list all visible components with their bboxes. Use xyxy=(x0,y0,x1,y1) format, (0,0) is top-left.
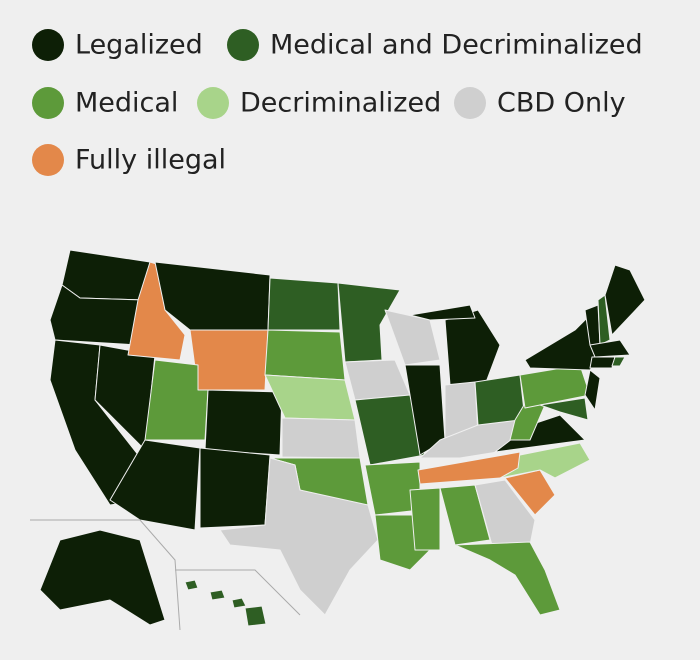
legend-swatch xyxy=(32,87,64,119)
legend-label: Medical and Decriminalized xyxy=(270,30,643,61)
state xyxy=(244,605,267,627)
state xyxy=(474,479,536,546)
legend-swatch xyxy=(454,87,486,119)
inset-border xyxy=(175,569,301,616)
legend-swatch xyxy=(197,87,229,119)
legend-swatch xyxy=(32,144,64,176)
state xyxy=(231,597,247,609)
state xyxy=(189,329,269,391)
legend-label: CBD Only xyxy=(497,88,626,119)
legend-label: Medical xyxy=(75,88,178,119)
legend: Legalized Medical and Decriminalized Medic… xyxy=(32,29,643,176)
state xyxy=(39,529,166,626)
state xyxy=(204,389,283,456)
state xyxy=(439,484,491,546)
state xyxy=(281,417,361,459)
state xyxy=(209,589,226,601)
state xyxy=(337,282,401,363)
state xyxy=(267,277,341,331)
state xyxy=(611,356,626,367)
state xyxy=(589,339,631,358)
state xyxy=(539,397,589,421)
legend-label: Legalized xyxy=(75,30,203,61)
legend-swatch xyxy=(227,29,259,61)
state xyxy=(417,451,521,485)
state xyxy=(409,487,441,551)
state xyxy=(604,264,646,336)
state xyxy=(264,329,346,381)
state xyxy=(109,439,201,531)
state xyxy=(597,294,611,346)
state xyxy=(199,447,271,529)
legend-label: Decriminalized xyxy=(240,88,441,119)
state xyxy=(409,304,476,321)
state xyxy=(219,457,379,616)
legend-swatch xyxy=(32,29,64,61)
us-map xyxy=(39,249,646,627)
state xyxy=(184,579,199,591)
state xyxy=(589,356,616,369)
state xyxy=(454,541,561,616)
inset-border xyxy=(30,519,181,631)
legend-label: Fully illegal xyxy=(75,145,226,176)
state xyxy=(584,369,601,411)
